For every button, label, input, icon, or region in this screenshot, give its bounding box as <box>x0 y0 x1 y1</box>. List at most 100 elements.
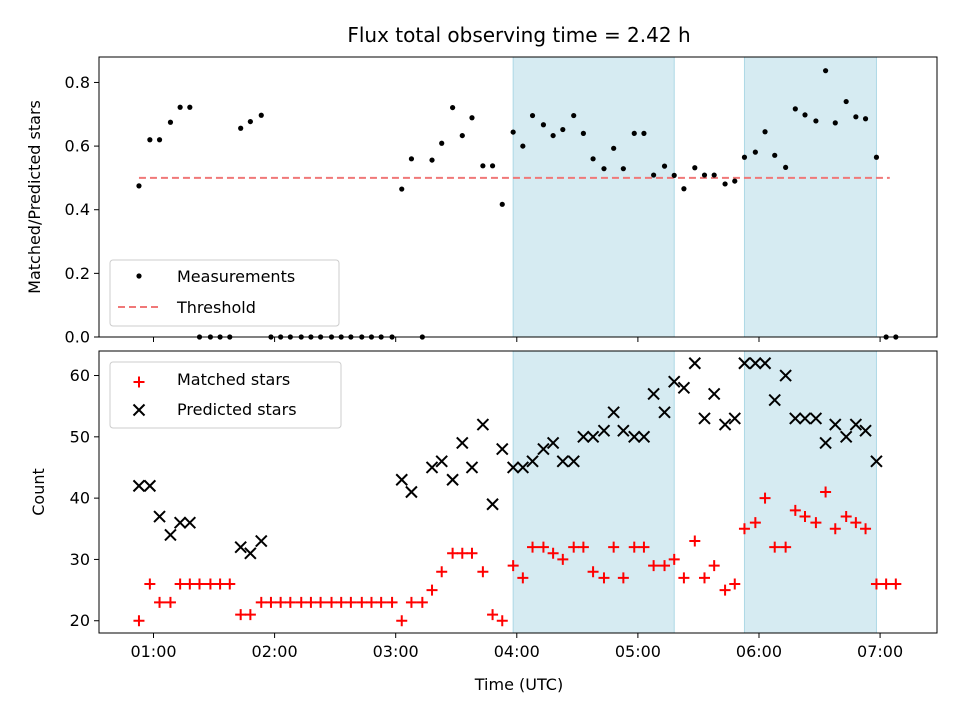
matched-point <box>648 560 660 572</box>
shaded-spans <box>512 350 877 634</box>
measurement-point <box>560 126 566 133</box>
predicted-point <box>688 357 702 370</box>
measurement-point <box>136 183 142 189</box>
predicted-point <box>668 375 681 388</box>
predicted-point <box>628 430 641 444</box>
measurement-point <box>783 164 789 171</box>
predicted-point <box>829 418 842 431</box>
measurement-point <box>802 112 808 118</box>
measurement-point <box>580 130 586 136</box>
matched-point <box>789 504 801 516</box>
predicted-point <box>164 528 177 542</box>
measurement-point <box>611 145 617 151</box>
predicted-point <box>647 387 660 401</box>
x-tick-label: 06:00 <box>736 642 782 661</box>
x-tick-label: 02:00 <box>252 642 298 661</box>
matched-point <box>154 596 166 608</box>
predicted-point <box>738 357 751 370</box>
matched-point <box>194 578 206 590</box>
measurements-legend-marker <box>136 273 142 279</box>
measurement-point <box>692 165 698 171</box>
predicted-point <box>768 393 781 407</box>
measurement-point <box>590 156 596 162</box>
predicted-point <box>546 436 560 450</box>
predicted-legend-marker <box>132 403 146 417</box>
matched-point <box>466 547 478 559</box>
matched-point <box>668 553 680 565</box>
y-tick-label: 40 <box>70 489 90 508</box>
measurement-point <box>752 149 758 155</box>
matched-point <box>860 523 872 535</box>
predicted-point <box>405 485 418 499</box>
matched-point <box>810 517 822 529</box>
matched-point <box>235 609 247 621</box>
measurement-point <box>792 106 798 112</box>
shaded-span-0 <box>512 56 675 338</box>
matched-point <box>708 560 720 572</box>
count-y-axis-label: Count <box>29 468 48 516</box>
predicted-point <box>255 534 268 548</box>
measurement-point <box>529 112 536 119</box>
measurement-point <box>147 137 153 143</box>
matched-point <box>174 578 186 590</box>
measurement-point <box>873 154 880 160</box>
ratio-legend-box <box>109 259 340 327</box>
measurement-point <box>247 118 253 125</box>
predicted-point <box>183 516 197 529</box>
measurement-point <box>671 172 677 178</box>
ratio-axes: 0.0 0.2 0.4 0.6 0.8 <box>65 56 938 347</box>
matched-point <box>870 578 882 590</box>
measurement-point <box>741 154 748 160</box>
matched-point <box>396 615 408 627</box>
matched-point <box>133 615 145 627</box>
predicted-point <box>143 479 157 493</box>
predicted-point <box>798 412 812 425</box>
matched-point <box>517 572 529 584</box>
matched-point <box>275 596 287 608</box>
matched-point <box>144 578 156 590</box>
predicted-point <box>486 498 499 511</box>
matched-point <box>890 578 902 590</box>
matched-point <box>850 517 862 529</box>
predicted-point <box>244 547 257 560</box>
measurement-point <box>480 163 486 169</box>
matched-point <box>326 596 338 608</box>
matched-point <box>659 560 671 572</box>
matched-point <box>255 596 267 608</box>
predicted-point <box>839 430 853 444</box>
count-panel: 20 30 40 50 60 01:00 02:00 03:00 04:00 05:00 06:00… <box>29 350 938 694</box>
measurement-point <box>651 172 657 178</box>
matched-point <box>295 596 307 608</box>
matched-point <box>477 566 489 578</box>
matched-point <box>204 578 216 590</box>
matched-point <box>386 596 398 608</box>
predicted-point <box>707 387 721 401</box>
measurement-point <box>862 116 869 122</box>
predicted-point <box>465 461 479 474</box>
matched-point <box>436 566 448 578</box>
measurement-point <box>238 125 244 131</box>
measurement-point <box>540 122 547 128</box>
y-tick-label: 60 <box>70 366 90 385</box>
measurement-point <box>843 98 849 105</box>
measurement-point <box>399 186 405 192</box>
measurement-point <box>722 181 728 187</box>
predicted-point <box>789 412 802 425</box>
chart-title: Flux total observing time = 2.42 h <box>347 23 690 47</box>
y-tick-label: 20 <box>70 611 90 630</box>
predicted-point <box>658 406 671 419</box>
matched-point <box>447 547 459 559</box>
predicted-point <box>728 412 741 425</box>
predicted-point <box>698 412 711 425</box>
predicted-point <box>607 406 620 419</box>
matched-point <box>365 596 377 608</box>
matched-point <box>164 596 176 608</box>
measurement-point <box>853 114 859 120</box>
matched-point <box>689 535 701 547</box>
matched-point <box>184 578 196 590</box>
measurement-point <box>822 68 829 74</box>
measurement-point <box>439 140 445 146</box>
x-tick-label: 04:00 <box>494 642 540 661</box>
measurement-point <box>772 152 778 158</box>
